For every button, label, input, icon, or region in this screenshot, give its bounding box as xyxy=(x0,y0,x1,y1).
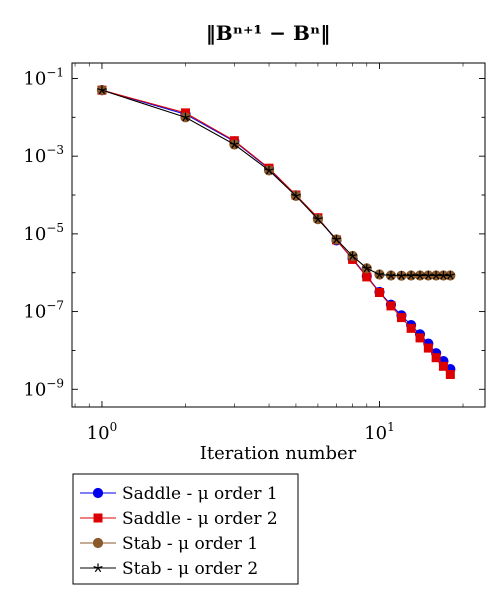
legend: Saddle - μ order 1 Saddle - μ order 2 Stab… xyxy=(72,473,299,585)
data-point xyxy=(406,323,416,333)
data-point xyxy=(406,270,416,280)
data-point xyxy=(415,270,425,280)
legend-entry: Saddle - μ order 2 xyxy=(80,509,278,529)
y-tick-label: 10−3 xyxy=(23,143,64,167)
legend-entry: Stab - μ order 1 xyxy=(80,534,258,554)
data-point xyxy=(264,165,274,175)
legend-marker xyxy=(92,537,104,549)
data-point xyxy=(348,251,358,261)
data-point xyxy=(313,214,323,224)
series-2 xyxy=(97,85,455,380)
data-point xyxy=(445,270,455,280)
data-point xyxy=(396,271,407,280)
legend-entry: Stab - μ order 2 xyxy=(80,559,258,579)
series-1 xyxy=(96,85,456,375)
data-point xyxy=(396,313,406,323)
y-tick-label: 10−5 xyxy=(23,221,64,245)
data-point xyxy=(374,269,385,279)
data-point xyxy=(229,139,239,149)
legend-entry: Saddle - μ order 1 xyxy=(80,484,278,504)
legend-box xyxy=(72,473,299,585)
data-point xyxy=(386,270,396,280)
data-point xyxy=(291,191,301,200)
data-point xyxy=(386,301,396,311)
data-point xyxy=(97,85,107,95)
legend-marker xyxy=(93,563,103,573)
ticks-layer: 100 101 10−9 10−7 10−5 10−3 10−1 xyxy=(23,63,485,444)
data-point xyxy=(431,353,441,363)
legend-label: Saddle - μ order 2 xyxy=(122,509,278,529)
y-tick-label: 10−1 xyxy=(23,65,64,89)
y-tick-label: 10−7 xyxy=(23,299,64,323)
series-4 xyxy=(97,85,455,280)
data-point xyxy=(180,112,191,122)
data-point xyxy=(438,361,448,371)
plot-area-frame xyxy=(71,62,486,408)
legend-marker xyxy=(93,513,103,523)
series-line xyxy=(101,89,451,277)
data-point xyxy=(445,370,455,380)
data-point xyxy=(423,343,433,353)
legend-label: Stab - μ order 1 xyxy=(122,534,258,554)
data-point xyxy=(362,272,372,282)
x-tick-label: 101 xyxy=(364,420,395,444)
data-point xyxy=(362,263,372,273)
series-line xyxy=(101,89,451,370)
y-tick-label: 10−9 xyxy=(23,376,64,400)
series-layer xyxy=(96,85,456,380)
legend-label: Stab - μ order 2 xyxy=(122,559,258,579)
legend-label: Saddle - μ order 1 xyxy=(122,484,278,504)
chart-title: ‖Bⁿ⁺¹ − Bⁿ‖ xyxy=(206,21,331,45)
data-point xyxy=(374,287,384,297)
x-axis-title: Iteration number xyxy=(200,443,357,464)
series-line xyxy=(101,89,451,277)
x-tick-label: 100 xyxy=(87,420,118,444)
legend-marker xyxy=(92,487,104,499)
series-line xyxy=(101,89,451,375)
series-3 xyxy=(96,85,456,281)
data-point xyxy=(331,234,342,244)
data-point xyxy=(415,333,425,343)
